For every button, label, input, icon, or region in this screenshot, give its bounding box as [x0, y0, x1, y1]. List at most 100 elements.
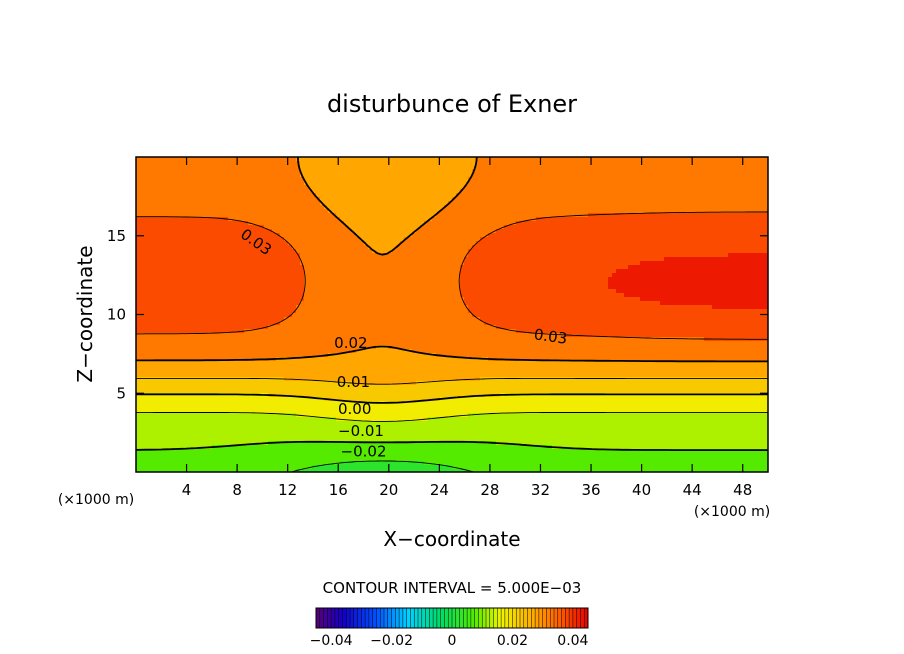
field-cell: [640, 297, 768, 302]
field-cell: [136, 405, 768, 410]
field-cell: [460, 289, 617, 294]
field-cell: [136, 337, 705, 342]
field-cell: [136, 289, 305, 294]
field-cell: [136, 169, 301, 174]
field-cell: [356, 233, 413, 238]
field-cell: [244, 329, 517, 334]
field-cell: [136, 217, 229, 222]
colorbar-tick-label: 0.04: [557, 633, 588, 649]
field-cell: [136, 457, 768, 462]
field-cell: [476, 157, 768, 162]
field-cell: [320, 197, 453, 202]
field-cell: [296, 413, 469, 418]
field-cell: [136, 397, 325, 402]
contour-line: [136, 393, 768, 404]
colorbar-swatch: [316, 608, 321, 628]
field-cell: [608, 277, 768, 282]
field-cell: [612, 273, 768, 278]
colorbar-swatch: [387, 608, 392, 628]
field-cell: [640, 261, 768, 266]
colorbar-swatch: [478, 608, 483, 628]
field-cell: [304, 181, 469, 186]
field-cell: [296, 309, 469, 314]
colorbar-swatch: [501, 608, 506, 628]
field-cell: [136, 429, 768, 434]
field-cell: [460, 293, 625, 298]
field-cell: [464, 185, 768, 190]
field-cell: [328, 209, 441, 214]
field-cell: [400, 241, 477, 246]
y-tick-label: 15: [107, 227, 126, 245]
field-cell: [472, 169, 768, 174]
field-cell: [136, 369, 768, 374]
x-tick-label: 4: [182, 481, 192, 499]
colorbar-swatch: [546, 608, 551, 628]
field-cell: [136, 329, 245, 334]
field-cell: [484, 321, 768, 326]
field-cell: [288, 241, 365, 246]
colorbar-swatch: [433, 608, 438, 628]
colorbar-swatch: [504, 608, 509, 628]
field-cell: [712, 305, 768, 310]
field-cell: [136, 361, 768, 366]
colorbar-swatch: [425, 608, 430, 628]
y-axis-title: Z−coordinate: [73, 245, 97, 382]
field-cell: [368, 245, 397, 250]
colorbar-swatch: [554, 608, 559, 628]
field-cell: [352, 381, 417, 386]
colorbar-swatch: [418, 608, 423, 628]
field-cell: [136, 433, 768, 438]
field-cell: [452, 465, 768, 470]
colorbar-swatch: [350, 608, 355, 628]
colorbar-swatch: [440, 608, 445, 628]
field-cell: [516, 221, 768, 226]
colorbar-swatch: [516, 608, 521, 628]
field-cell: [136, 469, 297, 472]
field-cell: [616, 289, 768, 294]
field-cell: [340, 217, 433, 222]
colorbar-swatch: [391, 608, 396, 628]
colorbar-swatch: [357, 608, 362, 628]
field-cell: [136, 281, 305, 286]
colorbar-swatch: [493, 608, 498, 628]
field-cell: [136, 349, 357, 354]
field-cell: [424, 221, 517, 226]
field-cell: [304, 289, 461, 294]
colorbar-swatch: [470, 608, 475, 628]
colorbar-tick-label: 0.02: [497, 633, 528, 649]
field-cell: [460, 277, 609, 282]
field-cell: [324, 397, 441, 402]
field-cell: [404, 237, 481, 242]
field-cell: [488, 357, 768, 362]
colorbar-swatch: [512, 608, 517, 628]
field-cell: [136, 305, 297, 310]
colorbar-swatch: [531, 608, 536, 628]
field-cell: [412, 233, 489, 238]
field-cell: [136, 157, 297, 162]
field-cell: [328, 353, 437, 358]
colorbar-swatch: [353, 608, 358, 628]
field-cell: [284, 377, 481, 382]
field-cell: [136, 253, 301, 258]
field-cell: [136, 233, 281, 238]
field-cell: [348, 225, 421, 230]
field-cell: [136, 265, 305, 270]
contour-interval-text: CONTOUR INTERVAL = 5.000E−03: [323, 579, 582, 597]
field-cell: [304, 281, 461, 286]
field-cell: [300, 165, 477, 170]
colorbar-swatch: [327, 608, 332, 628]
field-cell: [388, 345, 768, 350]
field-cell: [728, 253, 768, 258]
colorbar-swatch: [361, 608, 366, 628]
colorbar-swatch: [497, 608, 502, 628]
field-cell: [536, 217, 768, 222]
field-cell: [136, 421, 768, 426]
field-cell: [468, 249, 768, 254]
field-cell: [296, 249, 373, 254]
contour-line: [136, 211, 768, 340]
field-cell: [300, 169, 473, 174]
field-cell: [464, 297, 641, 302]
contour-label: 0.01: [337, 373, 370, 391]
colorbar-swatch: [436, 608, 441, 628]
